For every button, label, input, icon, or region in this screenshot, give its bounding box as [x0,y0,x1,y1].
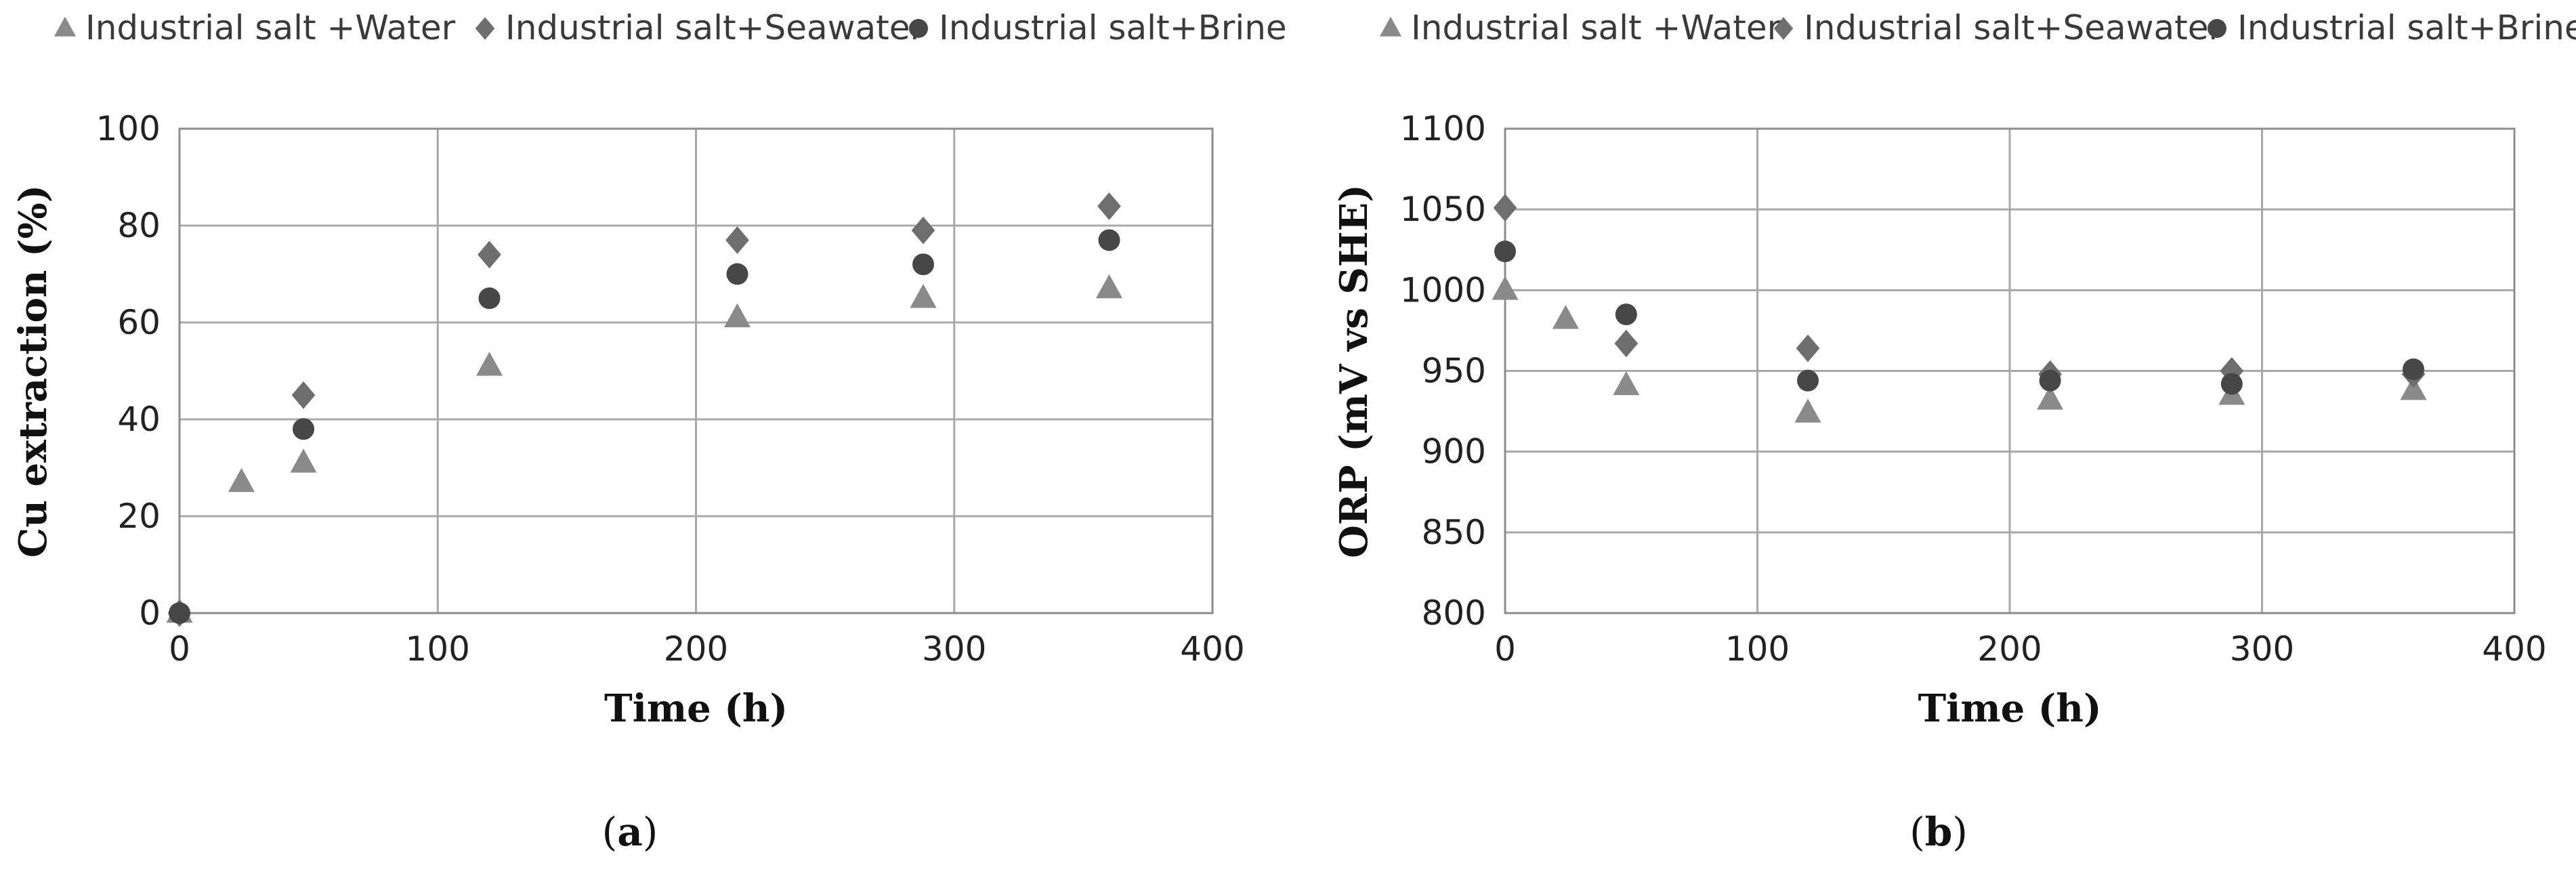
y-tick-label: 800 [1422,593,1486,633]
data-point-water [1492,276,1519,300]
data-point-seawater [911,216,935,245]
data-point-seawater [478,240,501,269]
legend-marker-diamond-icon [475,17,495,40]
data-point-water [723,303,751,328]
data-point-brine [2403,358,2424,381]
data-point-water [2037,385,2064,410]
y-tick-label: 100 [96,109,161,148]
legend-item-seawater: Industrial salt+Seawater [1773,8,2223,47]
legend-label: Industrial salt+Brine [939,8,1287,47]
data-point-brine [169,602,190,624]
y-tick-label: 1100 [1400,109,1486,148]
legend-label: Industrial salt+Seawater [505,8,925,47]
legend-item-brine: Industrial salt+Brine [909,8,1287,47]
x-axis-title: Time (h) [1918,686,2101,731]
data-point-brine [293,418,314,440]
series-water [1492,276,2427,423]
y-tick-label: 80 [117,206,161,245]
legend-item-seawater: Industrial salt+Seawater [475,8,925,47]
chart-cu-extraction: 0 20 40 60 80 100 0 100 200 300 400 Time (h) Cu extr… [11,8,1287,731]
x-tick-label: 0 [1494,629,1516,669]
legend-marker-circle-icon [909,19,928,38]
legend-marker-triangle-icon [54,16,77,37]
x-tick-label: 100 [406,629,470,669]
legend-label: Industrial salt+Seawater [1804,8,2223,47]
series-seawater [167,192,1121,627]
data-point-seawater [1097,192,1121,220]
data-point-water [910,284,937,308]
data-point-brine [1494,240,1516,263]
chart-orp: 800 850 900 950 1000 1050 1100 0 100 200 300 400 Tim… [1332,8,2576,731]
x-tick-label: 300 [922,629,986,669]
legend-label: Industrial salt +Water [1411,8,1781,47]
legend-item-brine: Industrial salt+Brine [2208,8,2576,47]
data-point-water [1095,274,1123,299]
y-tick-label: 850 [1422,513,1486,552]
y-tick-label: 1000 [1400,270,1486,310]
x-tick-label: 400 [1180,629,1244,669]
y-tick-label: 40 [117,400,161,439]
data-point-water [1613,371,1640,396]
data-point-brine [726,263,748,285]
data-point-seawater [1614,329,1639,358]
x-tick-label: 0 [169,629,190,669]
x-tick-label: 100 [1725,629,1790,669]
series-water [166,274,1123,623]
x-axis-title: Time (h) [604,686,788,731]
data-point-seawater [725,226,749,254]
y-tick-label: 0 [139,593,161,633]
data-point-water [1794,398,1821,423]
data-point-seawater [1493,194,1517,222]
series-brine [1494,240,2424,395]
data-point-seawater [1796,334,1820,362]
x-tick-label: 400 [2482,629,2546,669]
legend-marker-diamond-icon [1773,17,1794,40]
x-tick-label: 200 [1977,629,2042,669]
legend-item-water: Industrial salt +Water [1379,8,1781,47]
data-point-brine [2039,369,2061,392]
legend-label: Industrial salt+Brine [2237,8,2576,47]
data-point-brine [1615,303,1637,326]
data-point-water [2400,376,2427,400]
panel-label-a: (a) [602,809,658,855]
y-tick-label: 1050 [1400,190,1486,229]
plot-area [1504,127,2516,614]
legend-marker-circle-icon [2208,19,2226,38]
y-tick-label: 20 [117,497,161,536]
y-tick-label: 60 [117,303,161,342]
x-tick-label: 300 [2230,629,2294,669]
series-brine [169,229,1120,624]
data-point-water [290,448,317,473]
y-tick-label: 900 [1422,432,1486,472]
plot-area [178,127,1214,614]
legend-marker-triangle-icon [1379,16,1402,37]
x-tick-label: 200 [664,629,728,669]
y-tick-label: 950 [1422,352,1486,391]
legend-item-water: Industrial salt +Water [54,8,456,47]
data-point-water [228,467,255,493]
data-point-brine [1797,369,1819,392]
data-point-water [476,352,503,376]
panel-label-b: (b) [1909,809,1968,855]
data-point-brine [2220,373,2243,395]
y-axis-title: Cu extraction (%) [11,185,56,558]
y-axis-title: ORP (mV vs SHE) [1332,184,1376,558]
legend-label: Industrial salt +Water [85,8,456,47]
data-point-brine [912,253,934,276]
data-point-water [1552,305,1579,329]
data-point-brine [1098,229,1120,251]
data-point-seawater [291,381,316,409]
data-point-brine [478,287,501,310]
